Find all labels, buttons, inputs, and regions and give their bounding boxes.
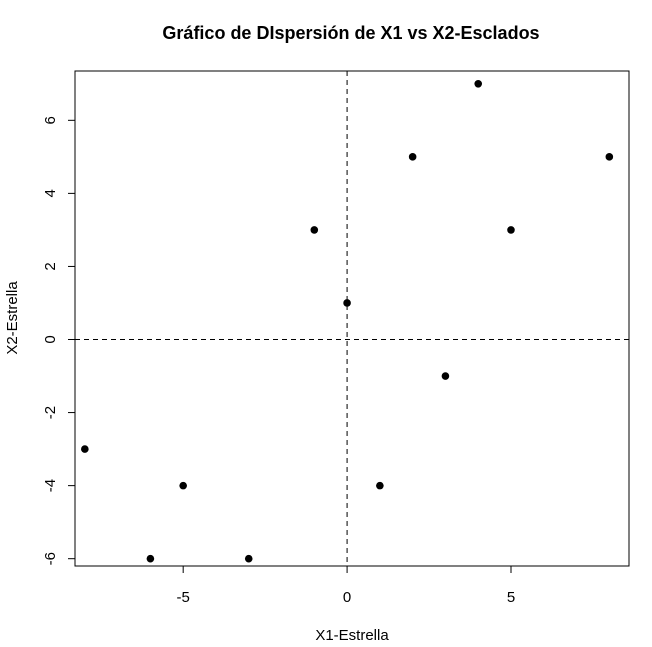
- data-point: [605, 153, 614, 161]
- y-tick-label: -6: [42, 552, 59, 565]
- y-tick-label: 0: [42, 335, 59, 343]
- x-tick-label: -5: [177, 589, 190, 606]
- data-point: [441, 372, 450, 380]
- chart-title: Gráfico de DIspersión de X1 vs X2-Esclad…: [162, 23, 539, 43]
- data-point: [408, 153, 417, 161]
- data-point: [343, 299, 351, 307]
- y-tick-label: 4: [42, 189, 59, 197]
- x-tick-label: 0: [343, 589, 351, 606]
- data-point: [179, 481, 187, 490]
- x-tick-label: 5: [507, 589, 515, 606]
- x-axis-label: X1-Estrella: [315, 627, 389, 644]
- y-tick-label: 2: [42, 262, 59, 270]
- data-point: [81, 445, 89, 453]
- data-point: [376, 481, 384, 490]
- data-point: [244, 554, 253, 563]
- y-axis-label: X2-Estrella: [4, 281, 21, 355]
- data-point: [507, 226, 515, 234]
- y-tick-label: -4: [42, 479, 59, 492]
- y-tick-label: -2: [42, 406, 59, 419]
- data-point: [474, 79, 483, 88]
- data-point: [310, 226, 319, 234]
- plot-frame: [74, 70, 630, 567]
- y-tick-label: 6: [42, 116, 59, 124]
- data-point: [146, 554, 155, 563]
